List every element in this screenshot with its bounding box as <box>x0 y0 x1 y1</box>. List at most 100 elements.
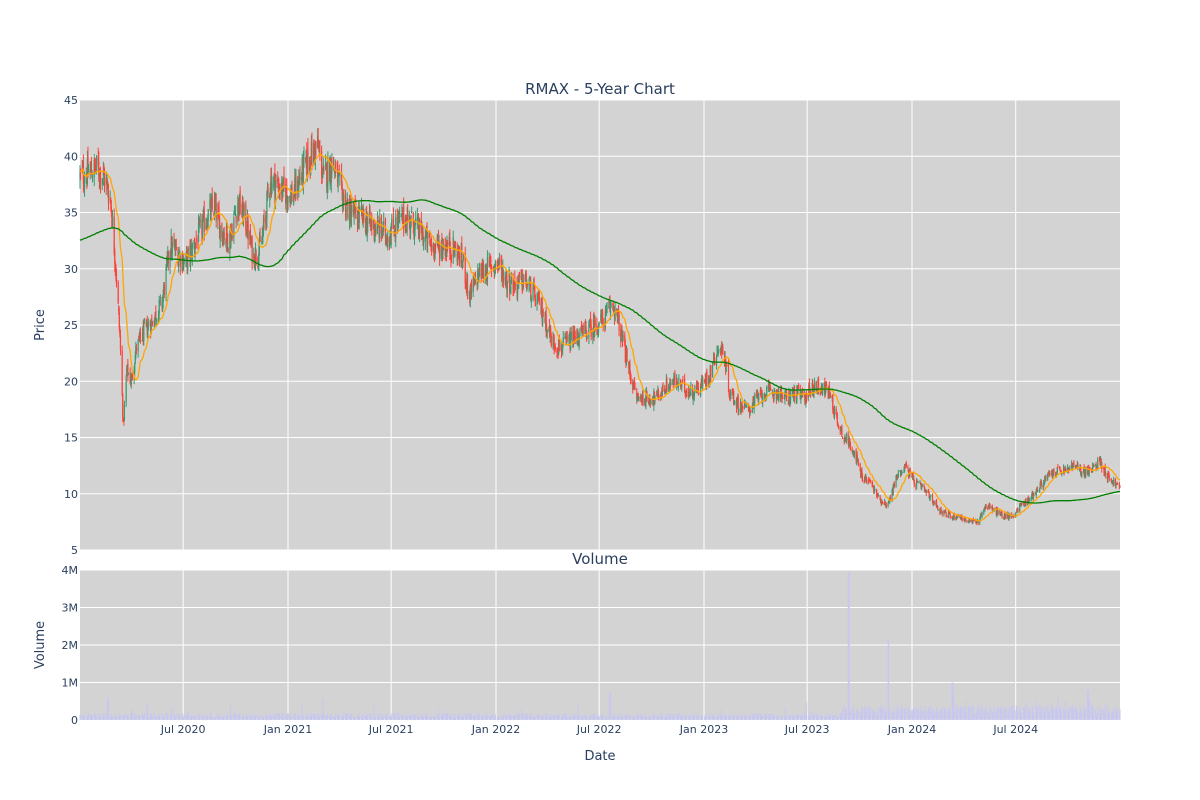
volume-bar <box>237 714 239 720</box>
volume-bar <box>1039 709 1041 720</box>
volume-bar <box>706 716 708 720</box>
candle-body <box>629 362 631 377</box>
volume-bar <box>856 710 858 720</box>
candle-body <box>147 323 149 326</box>
candle-body <box>790 393 792 400</box>
candle-body <box>297 180 299 194</box>
volume-bar <box>1096 713 1098 720</box>
candle-body <box>665 390 667 394</box>
candle-body <box>283 175 285 188</box>
candle-body <box>923 485 925 487</box>
volume-bar <box>345 714 347 720</box>
volume-bar <box>758 713 760 720</box>
volume-bar <box>901 706 903 720</box>
volume-bar <box>589 715 591 720</box>
candle-body <box>430 241 432 246</box>
candle-body <box>629 373 632 379</box>
candle-body <box>1023 501 1025 506</box>
candle-body <box>438 242 440 246</box>
volume-bar <box>864 705 866 720</box>
price-tick-label: 40 <box>64 150 78 163</box>
candle-body <box>608 306 610 309</box>
volume-bar <box>452 717 454 720</box>
candle-body <box>593 318 596 337</box>
volume-bar <box>574 714 576 720</box>
volume-bar <box>653 715 655 720</box>
candle-body <box>585 327 587 332</box>
candle-body <box>692 388 694 399</box>
candle-body <box>841 437 844 438</box>
volume-bar <box>282 713 284 720</box>
volume-bar <box>900 705 902 720</box>
candle-body <box>262 231 264 236</box>
volume-bar <box>682 715 684 720</box>
candle-body <box>964 517 967 521</box>
volume-bar <box>814 713 816 720</box>
volume-bar <box>658 715 660 720</box>
candle-body <box>313 142 315 150</box>
volume-bar <box>158 713 160 720</box>
volume-bar <box>453 717 455 720</box>
x-tick-label: Jul 2020 <box>160 723 206 736</box>
volume-bar <box>273 712 275 720</box>
candle-body <box>853 450 856 456</box>
volume-bar <box>455 717 457 720</box>
volume-bar <box>1112 707 1114 720</box>
candle-body <box>90 160 92 174</box>
candle-body <box>553 336 555 349</box>
volume-bar <box>985 708 987 720</box>
volume-bar <box>1031 708 1033 720</box>
volume-bar <box>309 715 311 720</box>
volume-bar <box>927 709 929 720</box>
candle-body <box>900 472 902 475</box>
candle-body <box>696 386 698 393</box>
candle-body <box>637 396 640 398</box>
volume-bar <box>810 710 812 720</box>
volume-bar <box>453 714 455 720</box>
volume-bar <box>139 716 141 720</box>
volume-bar <box>721 717 723 720</box>
volume-bar <box>182 717 184 720</box>
candle-body <box>275 179 277 185</box>
volume-bar <box>824 717 826 720</box>
candle-body <box>337 175 339 184</box>
volume-bar <box>229 717 231 720</box>
volume-bar <box>872 711 874 720</box>
candle-body <box>323 167 325 169</box>
candle-body <box>556 350 558 352</box>
candle-body <box>207 209 209 221</box>
candle-body <box>861 475 864 482</box>
volume-bar <box>138 715 140 720</box>
candle-body <box>903 469 905 473</box>
candle-body <box>1004 518 1007 520</box>
volume-bar <box>1028 706 1030 720</box>
volume-bar <box>372 714 374 720</box>
volume-bar <box>716 716 718 720</box>
volume-bar <box>429 716 431 720</box>
candle-body <box>775 390 777 400</box>
volume-bar <box>896 712 898 720</box>
candle-body <box>773 392 775 397</box>
volume-bar <box>649 717 651 720</box>
volume-bar <box>892 711 894 720</box>
volume-bar <box>247 717 249 720</box>
candle-body <box>782 397 784 399</box>
candle-body <box>235 216 237 223</box>
volume-bar <box>608 693 610 720</box>
candle-body <box>877 494 879 496</box>
price-tick-label: 30 <box>64 263 78 276</box>
volume-bar <box>135 714 137 720</box>
volume-bar <box>182 713 184 720</box>
volume-tick-label: 1M <box>62 677 79 690</box>
candle-body <box>374 231 376 238</box>
candle-body <box>1115 484 1117 487</box>
candle-body <box>370 220 372 225</box>
candle-body <box>876 490 878 496</box>
candle-body <box>1100 458 1102 465</box>
candle-body <box>654 395 656 402</box>
volume-bar <box>860 711 862 720</box>
candle-body <box>282 179 284 198</box>
volume-bar <box>549 714 551 720</box>
volume-bar <box>728 715 730 720</box>
